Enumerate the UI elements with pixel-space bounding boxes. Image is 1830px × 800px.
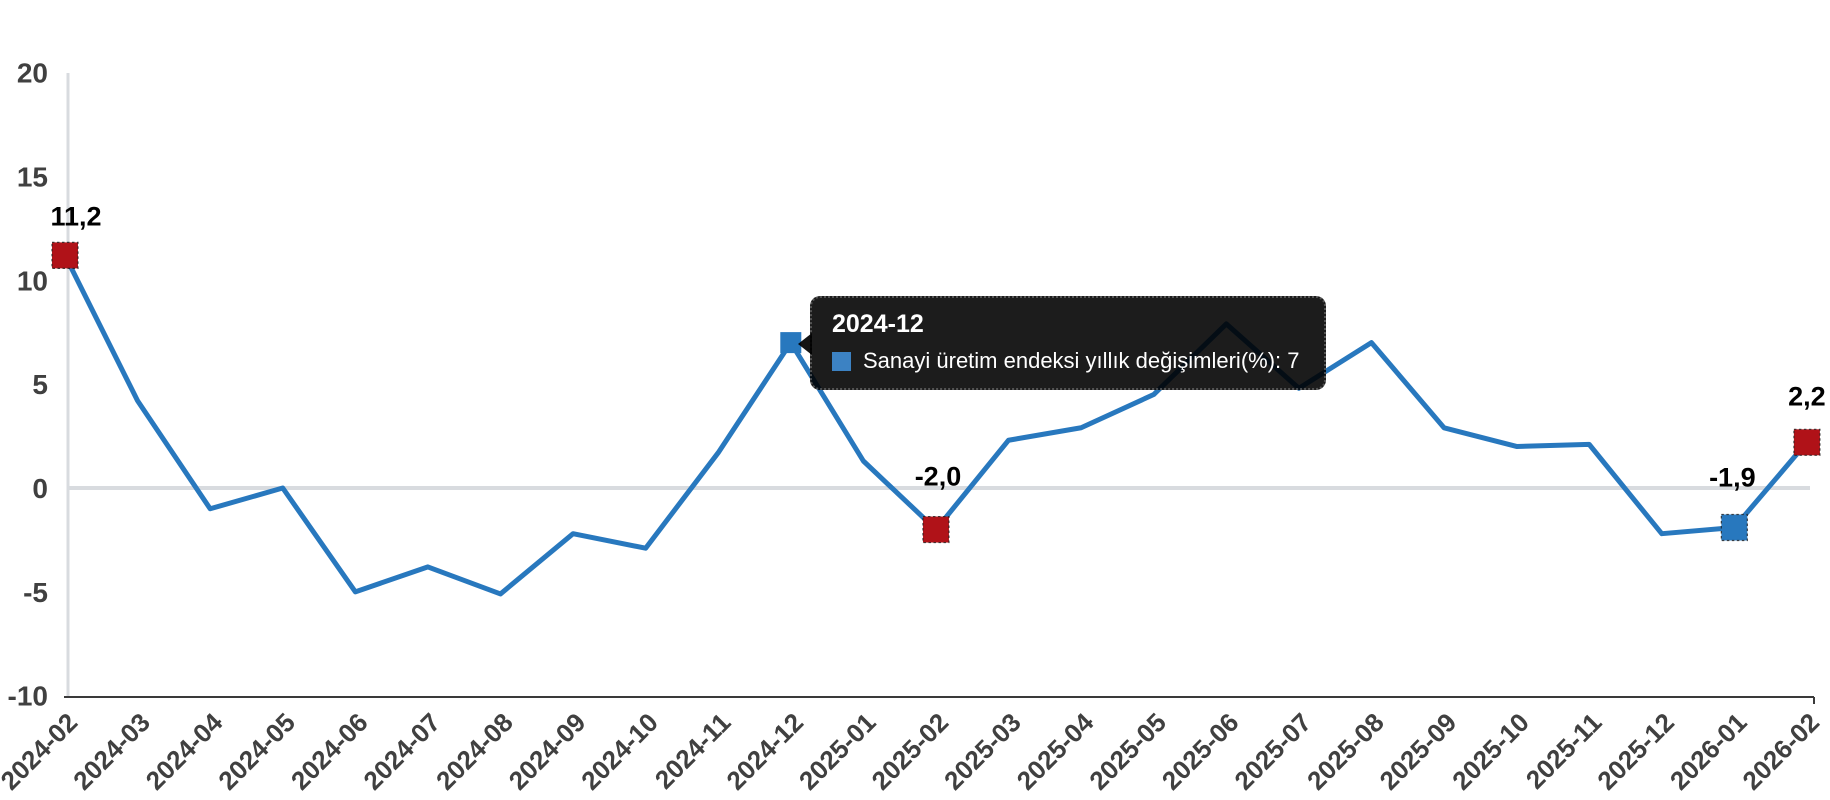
x-tick-label: 2024-10 [575,707,664,796]
x-tick-label: 2025-10 [1446,707,1535,796]
x-tick-label: 2024-11 [649,707,737,795]
x-tick-label: 2024-07 [357,707,446,796]
x-tick-label: 2024-04 [140,707,229,796]
y-tick-label: 20 [17,58,48,89]
hovered-point-marker[interactable] [780,332,802,354]
y-tick-label: 15 [17,161,48,192]
data-point-marker[interactable] [922,515,950,544]
point-label: 2,2 [1788,381,1826,411]
x-tick-label: 2024-08 [430,707,519,796]
x-tick-label: 2024-06 [285,707,374,796]
x-tick-label: 2024-03 [67,707,156,796]
x-tick-label: 2025-12 [1591,707,1680,796]
point-label: -2,0 [915,462,962,492]
x-tick-label: 2025-03 [938,707,1027,796]
point-label: 11,2 [50,201,101,231]
x-tick-label: 2025-05 [1083,707,1172,796]
tooltip-series-value: Sanayi üretim endeksi yıllık değişimleri… [863,348,1300,373]
x-tick-label: 2025-02 [866,707,955,796]
tooltip-title: 2024-12 [832,310,924,338]
x-tick-label: 2025-08 [1301,707,1390,796]
data-point-marker[interactable] [51,241,79,269]
x-tick-label: 2025-04 [1011,707,1100,796]
y-tick-label: 10 [17,265,48,296]
y-tick-label: -10 [8,681,48,712]
tooltip: 2024-12 Sanayi üretim endeksi yıllık değ… [798,296,1326,390]
data-point-marker[interactable] [1720,513,1748,542]
x-tick-label: 2024-12 [720,707,809,796]
point-label: -1,9 [1709,462,1756,492]
x-tick-label: 2024-05 [212,707,301,796]
x-tick-label: 2025-01 [793,707,882,796]
x-tick-label: 2024-02 [0,707,83,796]
data-point-marker[interactable] [1793,428,1821,456]
y-tick-label: 0 [32,473,48,504]
x-tick-label: 2025-11 [1520,707,1608,795]
x-tick-label: 2024-09 [503,707,592,796]
tooltip-arrow-icon [798,333,812,355]
x-tick-label: 2026-02 [1736,707,1825,796]
tooltip-series-row: Sanayi üretim endeksi yıllık değişimleri… [832,348,1300,374]
x-tick-label: 2025-07 [1228,707,1317,796]
x-tick-label: 2025-09 [1374,707,1463,796]
x-tick-label: 2025-06 [1156,707,1245,796]
y-tick-label: 5 [32,369,48,400]
y-tick-label: -5 [23,577,48,608]
x-tick-label: 2026-01 [1664,707,1753,796]
series-swatch-icon [832,351,851,371]
